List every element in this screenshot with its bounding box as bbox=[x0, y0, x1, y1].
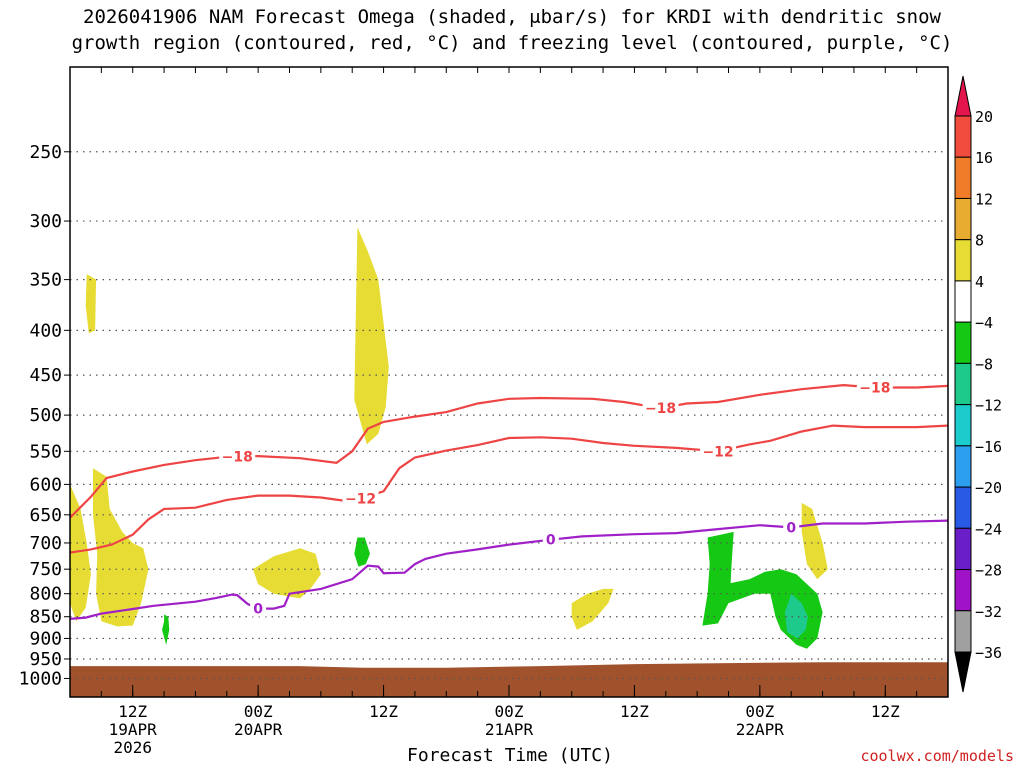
colorbar-box bbox=[954, 115, 972, 158]
x-tick-label: 00Z bbox=[745, 702, 774, 721]
contour-label-bg bbox=[783, 519, 800, 536]
terrain-ground bbox=[70, 662, 948, 697]
colorbar-box bbox=[954, 527, 972, 571]
contour-label--18C: −18 bbox=[645, 401, 676, 417]
y-tick-label-450: 450 bbox=[29, 365, 62, 386]
colorbar-label: 8 bbox=[975, 232, 984, 250]
colorbar-label: 20 bbox=[975, 108, 993, 126]
chart-title-line-2: growth region (contoured, red, °C) and f… bbox=[71, 32, 953, 54]
contour--12C bbox=[69, 424, 949, 554]
contour-label-bg bbox=[700, 443, 737, 460]
contour-label-bg bbox=[219, 448, 256, 465]
colorbar-box bbox=[954, 239, 972, 282]
y-tick-label-850: 850 bbox=[29, 607, 62, 628]
contour-label-bg bbox=[542, 531, 559, 548]
y-tick-label-900: 900 bbox=[29, 628, 62, 649]
contour--18C bbox=[69, 383, 949, 519]
omega-region-positive-4-8-1 bbox=[354, 227, 389, 445]
colorbar-box bbox=[954, 569, 972, 612]
omega-region-negative-4-8-8 bbox=[354, 537, 370, 567]
x-tick-label: 19APR bbox=[109, 720, 158, 739]
colorbar-box bbox=[954, 156, 972, 199]
contour-label--12C: −12 bbox=[702, 444, 733, 460]
contour-label--18C: −18 bbox=[222, 450, 253, 466]
y-tick-label-500: 500 bbox=[29, 405, 62, 426]
y-tick-label-600: 600 bbox=[29, 474, 62, 495]
omega-region-positive-4-8-5 bbox=[571, 588, 614, 630]
contour-label--18C: −18 bbox=[859, 381, 890, 397]
colorbar-label: −16 bbox=[975, 438, 1002, 456]
omega-region-positive-4-8-3 bbox=[93, 468, 149, 627]
y-tick-label-700: 700 bbox=[29, 533, 62, 554]
colorbar-label: 16 bbox=[975, 149, 993, 167]
chart-title-line-1: 2026041906 NAM Forecast Omega (shaded, μ… bbox=[83, 6, 941, 28]
contour-label-bg bbox=[342, 490, 379, 507]
x-tick-label: 20APR bbox=[234, 720, 283, 739]
colorbar-box bbox=[954, 404, 972, 447]
y-tick-label-1000: 1000 bbox=[19, 668, 62, 689]
x-tick-label: 22APR bbox=[736, 720, 785, 739]
colorbar-label: −36 bbox=[975, 644, 1002, 662]
colorbar-box bbox=[954, 362, 972, 406]
x-tick-label: 21APR bbox=[485, 720, 534, 739]
contour-label-bg bbox=[642, 400, 679, 417]
contour-label-0C: 0 bbox=[786, 520, 796, 536]
colorbar-box bbox=[954, 445, 972, 488]
x-tick-label: 12Z bbox=[118, 702, 147, 721]
colorbar-label: −28 bbox=[975, 562, 1002, 580]
x-tick-label: 2026 bbox=[113, 738, 152, 757]
colorbar-box bbox=[954, 197, 972, 241]
y-tick-label-300: 300 bbox=[29, 211, 62, 232]
y-tick-label-950: 950 bbox=[29, 649, 62, 670]
colorbar-bottom-arrow bbox=[954, 651, 972, 693]
colorbar-label: −32 bbox=[975, 603, 1002, 621]
colorbar-label: 4 bbox=[975, 273, 984, 291]
x-tick-label: 12Z bbox=[871, 702, 900, 721]
colorbar-box bbox=[954, 610, 972, 653]
contour-label-0C: 0 bbox=[546, 533, 556, 549]
omega-region-positive-4-8-0 bbox=[85, 274, 97, 334]
y-tick-label-350: 350 bbox=[29, 270, 62, 291]
x-tick-label: 12Z bbox=[369, 702, 398, 721]
omega-region-positive-4-8-2 bbox=[70, 484, 91, 622]
omega-region-positive-4-8-6 bbox=[801, 502, 828, 580]
colorbar-box bbox=[954, 280, 972, 323]
colorbar-label: −8 bbox=[975, 355, 993, 373]
omega-region-positive-4-8-4 bbox=[252, 548, 321, 599]
omega-region-negative-4-8-7 bbox=[162, 614, 170, 645]
x-tick-label: 12Z bbox=[620, 702, 649, 721]
contour-label-bg bbox=[250, 600, 267, 617]
y-tick-label-250: 250 bbox=[29, 142, 62, 163]
contour-label-0C: 0 bbox=[253, 602, 263, 618]
colorbar-top-arrow bbox=[954, 75, 972, 117]
y-tick-label-800: 800 bbox=[29, 584, 62, 605]
y-tick-label-750: 750 bbox=[29, 559, 62, 580]
y-tick-label-550: 550 bbox=[29, 441, 62, 462]
contour-label--12C: −12 bbox=[345, 492, 376, 508]
x-tick-label: 00Z bbox=[244, 702, 273, 721]
colorbar-box bbox=[954, 486, 972, 529]
colorbar-label: −4 bbox=[975, 314, 993, 332]
colorbar-box bbox=[954, 321, 972, 364]
site-credit[interactable]: coolwx.com/models bbox=[860, 747, 1014, 765]
colorbar-label: −24 bbox=[975, 520, 1002, 538]
contour-label-bg bbox=[856, 379, 893, 396]
x-tick-label: 00Z bbox=[495, 702, 524, 721]
x-axis-label: Forecast Time (UTC) bbox=[407, 745, 613, 766]
colorbar-label: −12 bbox=[975, 397, 1002, 415]
contour-0C bbox=[69, 519, 949, 620]
y-tick-label-650: 650 bbox=[29, 505, 62, 526]
colorbar-label: −20 bbox=[975, 479, 1002, 497]
colorbar-label: 12 bbox=[975, 190, 993, 208]
omega-region-negative-8-12-10 bbox=[784, 593, 808, 639]
plot-frame bbox=[69, 66, 949, 698]
y-tick-label-400: 400 bbox=[29, 320, 62, 341]
